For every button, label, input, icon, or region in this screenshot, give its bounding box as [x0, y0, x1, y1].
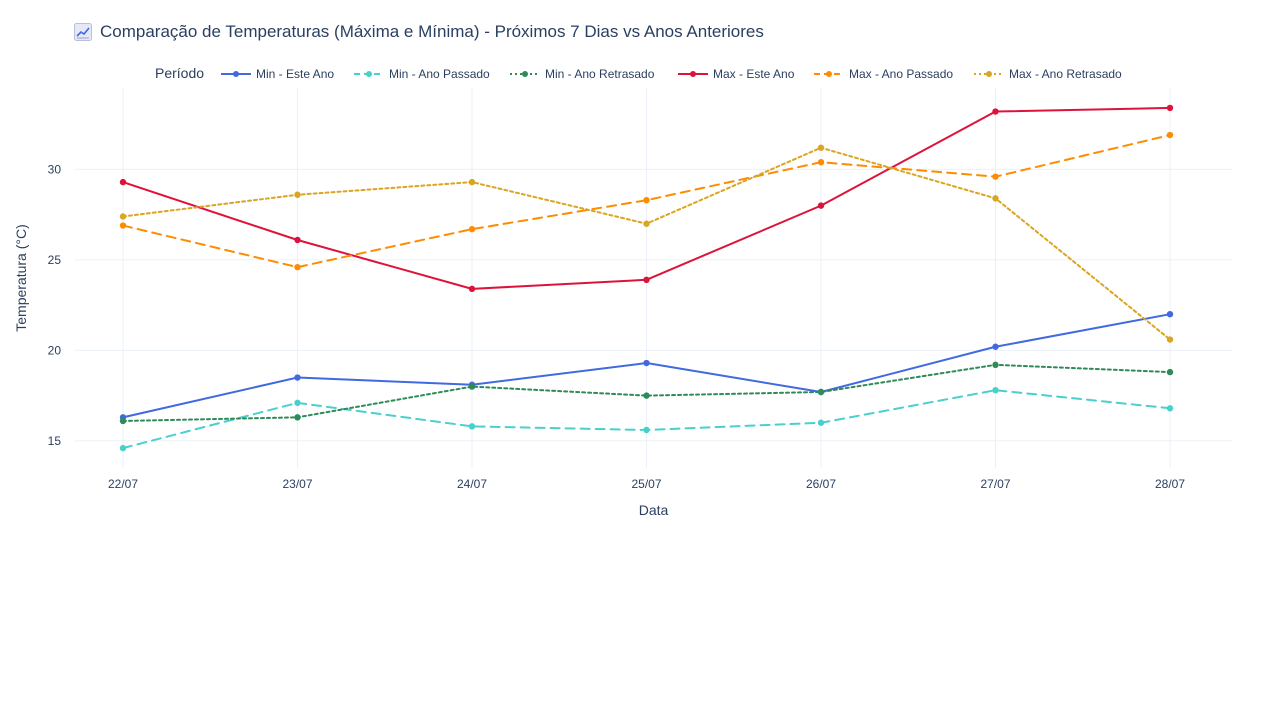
y-tick-label: 25 — [48, 253, 62, 267]
legend-swatch-marker — [366, 71, 372, 77]
legend-label: Max - Ano Passado — [849, 67, 953, 81]
data-point — [817, 144, 825, 151]
legend: Período Min - Este Ano Min - Ano Passado M… — [155, 65, 1122, 81]
x-axis-title: Data — [639, 502, 669, 518]
data-point — [643, 276, 650, 284]
y-tick-label: 30 — [48, 162, 62, 176]
data-point — [643, 220, 650, 227]
series-1 — [119, 386, 1174, 452]
data-point — [294, 236, 301, 244]
data-point — [1166, 104, 1174, 112]
data-point — [294, 263, 301, 271]
title-block: Comparação de Temperaturas (Máxima e Mín… — [74, 20, 764, 44]
x-tick-label: 22/07 — [108, 477, 138, 491]
data-point — [119, 417, 127, 425]
legend-item: Max - Ano Retrasado — [974, 67, 1122, 81]
y-axis-title: Temperatura (°C) — [13, 224, 29, 332]
series-3 — [119, 104, 1174, 293]
x-tick-label: 25/07 — [631, 477, 661, 491]
legend-item: Min - Este Ano — [221, 67, 334, 81]
x-tick-label: 23/07 — [282, 477, 312, 491]
data-point — [119, 444, 127, 452]
data-point — [119, 213, 127, 220]
series-lines — [119, 104, 1174, 452]
data-point — [992, 343, 999, 350]
x-tick-label: 24/07 — [457, 477, 487, 491]
legend-title: Período — [155, 65, 204, 81]
data-point — [817, 388, 825, 396]
data-point — [992, 386, 999, 394]
axes: Data Temperatura (°C) 22/07 23/07 24/07 25/… — [13, 162, 1185, 518]
y-tick-label: 15 — [48, 434, 62, 448]
data-point — [468, 423, 476, 430]
x-tick-label: 26/07 — [806, 477, 836, 491]
data-point — [119, 222, 127, 229]
data-point — [643, 196, 650, 204]
data-point — [992, 108, 999, 115]
legend-swatch-marker — [826, 71, 832, 77]
legend-label: Max - Ano Retrasado — [1009, 67, 1122, 81]
data-point — [294, 399, 301, 407]
x-tick-label: 27/07 — [980, 477, 1010, 491]
legend-item: Min - Ano Passado — [354, 67, 490, 81]
data-point — [1166, 131, 1174, 139]
data-point — [1166, 336, 1174, 343]
gridlines — [75, 88, 1232, 468]
legend-label: Min - Ano Passado — [389, 67, 490, 81]
data-point — [992, 173, 999, 180]
legend-label: Min - Ano Retrasado — [545, 67, 655, 81]
data-point — [1166, 310, 1174, 318]
data-point — [643, 359, 650, 367]
data-point — [468, 285, 476, 293]
legend-swatch-marker — [986, 71, 992, 77]
legend-item: Max - Ano Passado — [814, 67, 953, 81]
data-point — [992, 361, 999, 369]
x-tick-label: 28/07 — [1155, 477, 1185, 491]
legend-swatch-marker — [233, 71, 239, 77]
data-point — [643, 392, 650, 399]
chart-increasing-icon — [74, 23, 92, 41]
data-point — [817, 419, 825, 426]
data-point — [817, 158, 825, 166]
data-point — [294, 191, 301, 198]
legend-label: Max - Este Ano — [713, 67, 795, 81]
data-point — [294, 374, 301, 381]
legend-item: Max - Este Ano — [678, 67, 795, 81]
legend-swatch-marker — [522, 71, 528, 77]
legend-swatch-marker — [690, 71, 696, 77]
data-point — [1166, 405, 1174, 412]
data-point — [119, 178, 127, 186]
legend-item: Min - Ano Retrasado — [510, 67, 655, 81]
data-point — [817, 202, 825, 209]
legend-label: Min - Este Ano — [256, 67, 334, 81]
data-point — [468, 225, 476, 233]
y-tick-label: 20 — [48, 343, 62, 357]
series-4 — [119, 131, 1174, 271]
data-point — [468, 178, 476, 186]
series-5 — [119, 144, 1174, 343]
chart-title: Comparação de Temperaturas (Máxima e Mín… — [100, 22, 764, 41]
data-point — [294, 414, 301, 421]
data-point — [468, 383, 476, 390]
data-point — [1166, 368, 1174, 376]
data-point — [992, 195, 999, 202]
data-point — [643, 426, 650, 434]
series-2 — [119, 361, 1174, 425]
